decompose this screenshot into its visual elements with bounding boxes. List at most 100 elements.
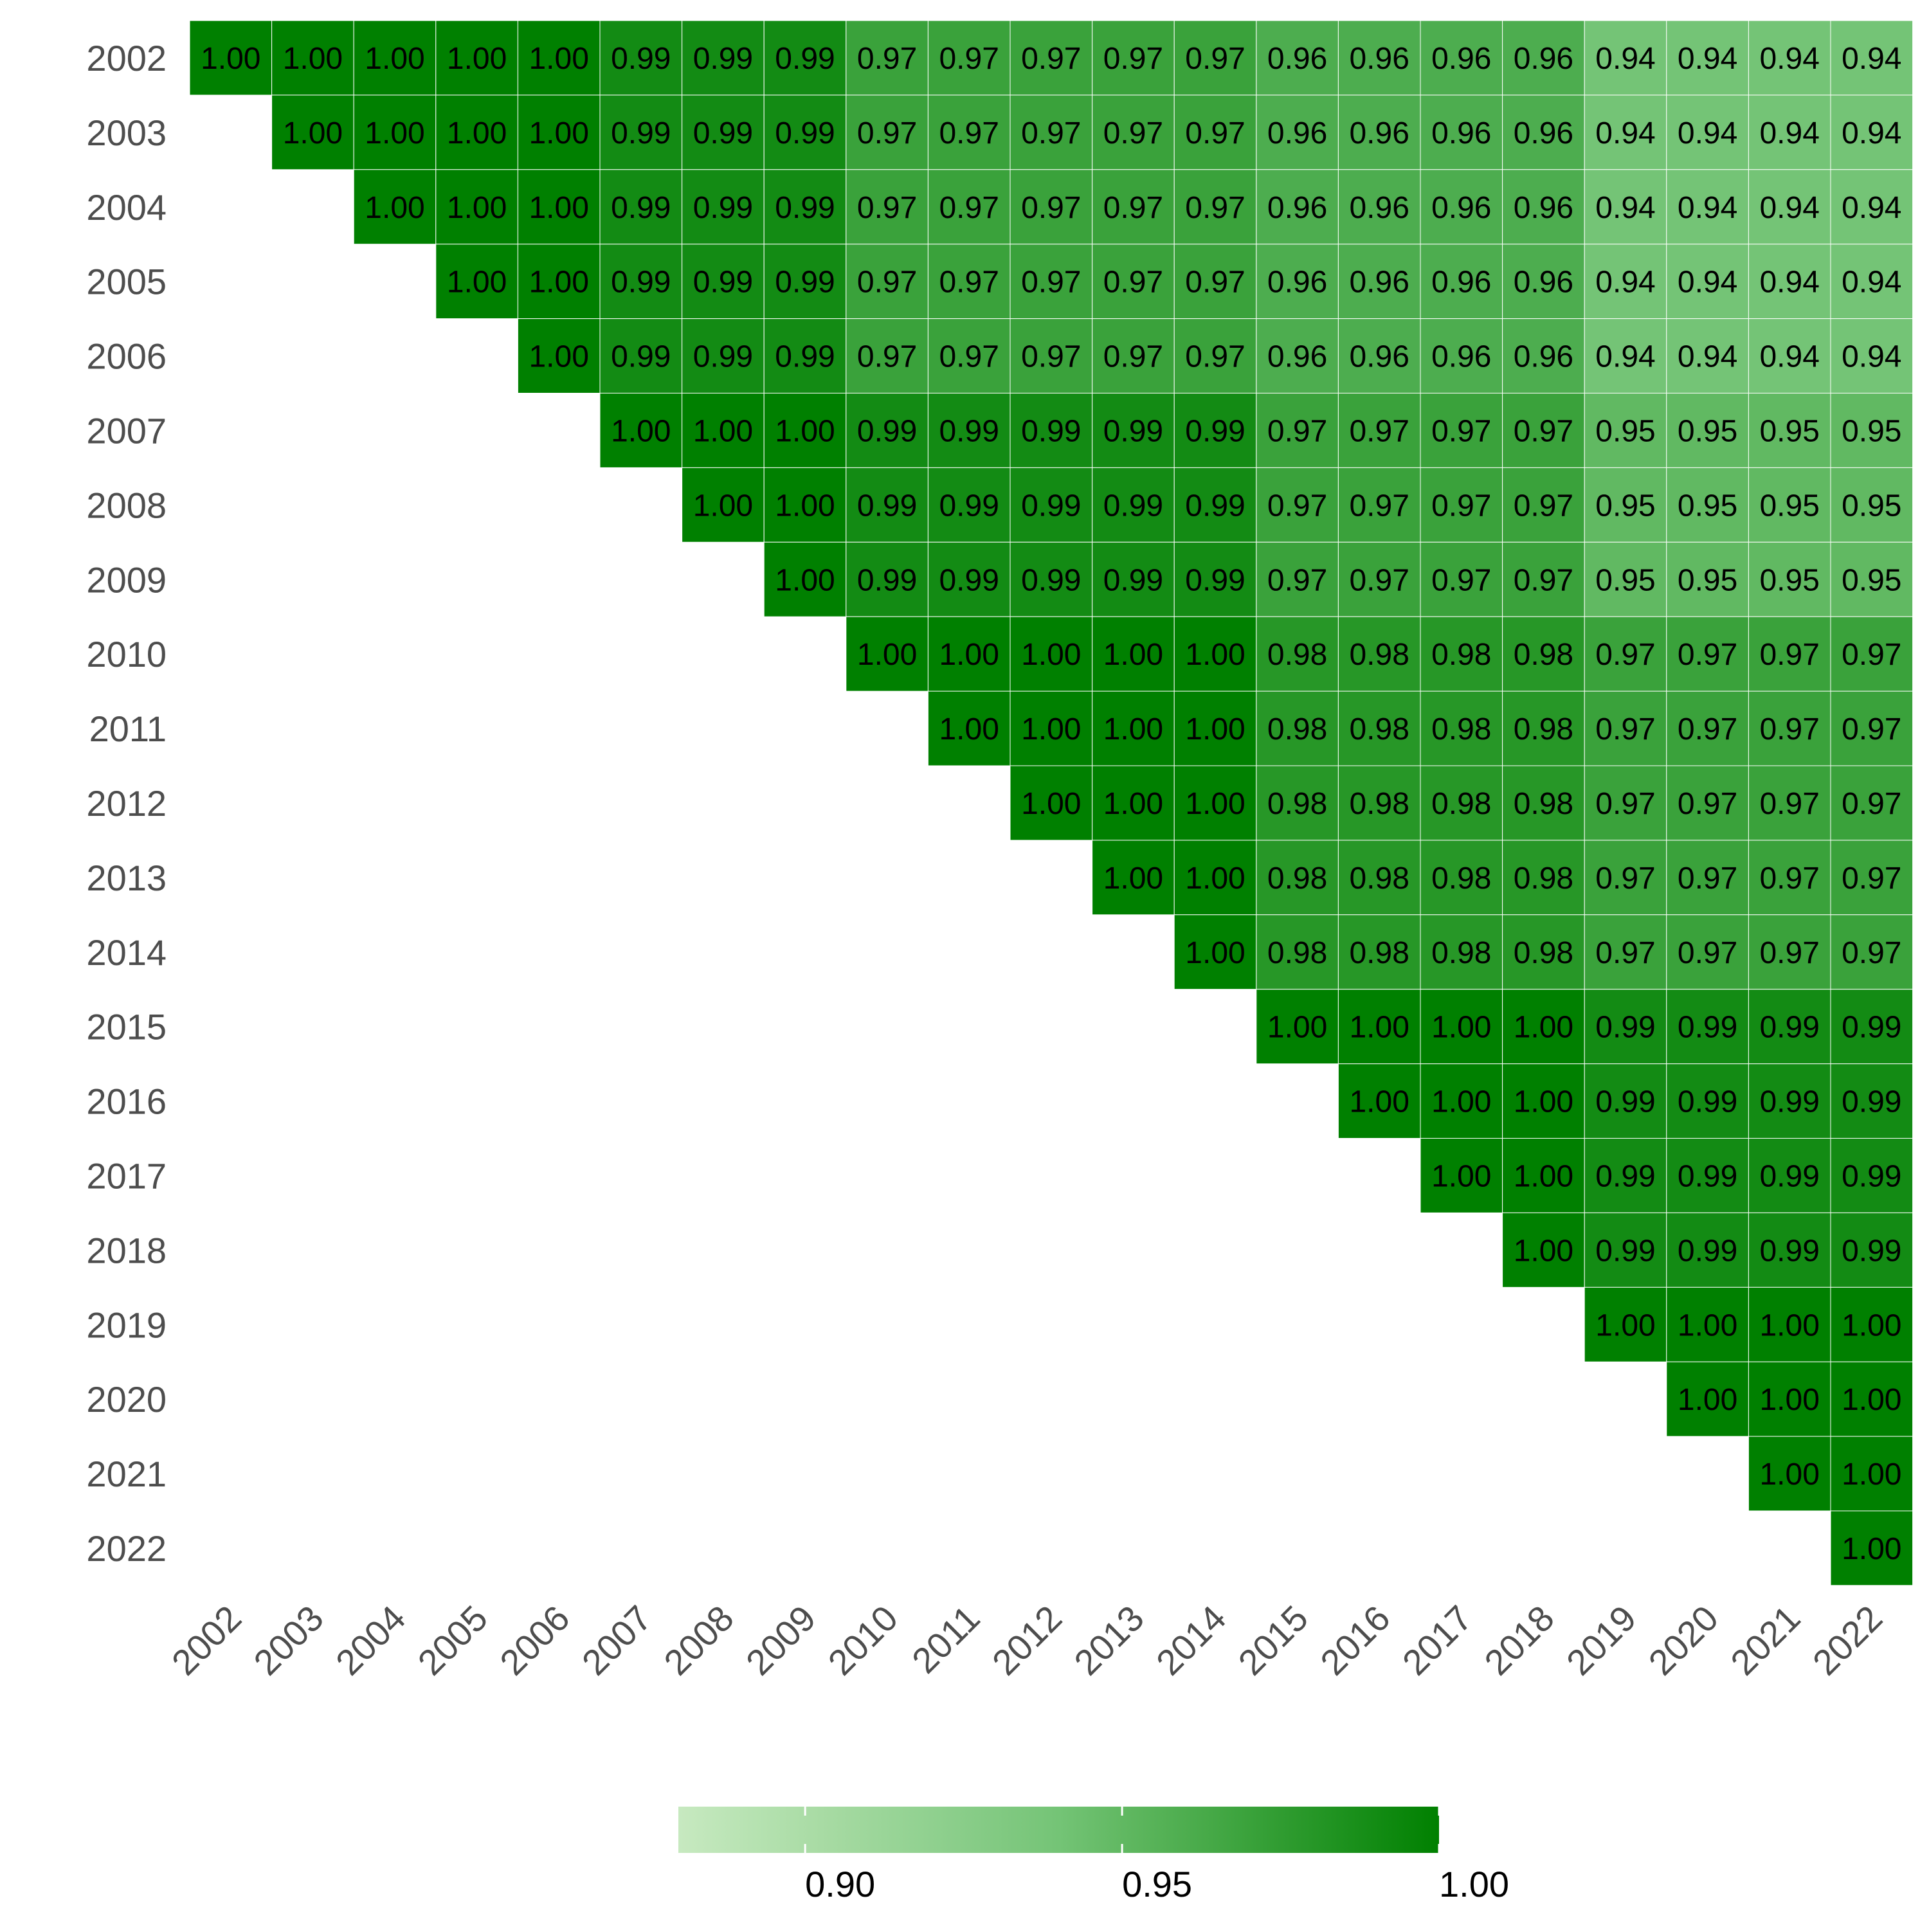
color-legend: 0.90 0.95 1.00: [678, 1807, 1509, 1904]
cell-value-label: 0.97: [1267, 563, 1327, 597]
cell-value-label: 0.99: [1678, 1234, 1737, 1268]
cell-value-label: 1.00: [1431, 1159, 1491, 1193]
heatmap-cell: [1092, 616, 1175, 692]
cell-value-label: 1.00: [1103, 638, 1163, 672]
heatmap-cell: [1748, 914, 1831, 990]
heatmap-cell: [1092, 244, 1175, 320]
heatmap-cell: [1420, 1063, 1503, 1139]
heatmap-cell: [1092, 765, 1175, 841]
cell-value-label: 0.97: [939, 340, 999, 374]
cell-value-label: 1.00: [1514, 1085, 1573, 1119]
cell-value-label: 1.00: [1678, 1383, 1737, 1417]
cell-value-label: 0.97: [1431, 414, 1491, 448]
cell-value-label: 1.00: [1842, 1532, 1901, 1566]
cell-value-label: 0.96: [1267, 340, 1327, 374]
cell-value-label: 1.00: [1759, 1383, 1819, 1417]
cell-value-label: 0.94: [1678, 42, 1737, 76]
column-label: 2018: [1476, 1598, 1562, 1683]
cell-value-label: 1.00: [1185, 936, 1245, 970]
heatmap-cell: [1420, 393, 1503, 468]
heatmap-cell: [1748, 393, 1831, 468]
heatmap-cell: [271, 95, 354, 170]
heatmap-cell: [1748, 616, 1831, 692]
heatmap-cell: [1748, 1212, 1831, 1288]
heatmap-cell: [1748, 765, 1831, 841]
heatmap-cell: [1502, 318, 1585, 394]
heatmap-cell: [1830, 467, 1914, 543]
heatmap-cell: [1666, 20, 1749, 96]
cell-value-label: 1.00: [1349, 1085, 1409, 1119]
heatmap-cell: [1666, 244, 1749, 320]
cell-value-label: 1.00: [365, 116, 424, 150]
heatmap-cell: [1337, 244, 1421, 320]
cell-value-label: 0.97: [1021, 42, 1081, 76]
heatmap-cell: [1337, 691, 1421, 766]
cell-value-label: 0.99: [1185, 414, 1245, 448]
cell-value-label: 0.99: [775, 340, 835, 374]
cell-value-label: 0.94: [1759, 116, 1819, 150]
heatmap-cell: [1502, 20, 1585, 96]
row-label: 2003: [86, 113, 167, 153]
heatmap-cell: [1502, 914, 1585, 990]
heatmap-cell: [1666, 1212, 1749, 1288]
heatmap-cell: [1173, 20, 1257, 96]
cell-value-label: 0.99: [939, 489, 999, 523]
heatmap-cell: [763, 318, 847, 394]
cell-value-label: 0.96: [1349, 116, 1409, 150]
cell-value-label: 1.00: [857, 638, 917, 672]
cell-value-label: 1.00: [693, 489, 753, 523]
cell-value-label: 0.96: [1267, 116, 1327, 150]
heatmap-cell: [1748, 318, 1831, 394]
heatmap-cell: [927, 691, 1011, 766]
heatmap-cell: [1092, 318, 1175, 394]
heatmap-cell: [846, 393, 928, 468]
heatmap-cell: [1830, 1138, 1914, 1213]
cell-value-label: 1.00: [365, 191, 424, 225]
cell-value-label: 0.97: [1267, 414, 1327, 448]
cell-value-label: 0.94: [1678, 340, 1737, 374]
cell-value-label: 0.98: [1267, 787, 1327, 821]
heatmap-cell: [927, 467, 1011, 543]
heatmap-cell: [1092, 169, 1175, 245]
heatmap-cell: [1748, 244, 1831, 320]
heatmap-cell: [1173, 318, 1257, 394]
cell-value-label: 0.98: [1514, 787, 1573, 821]
heatmap-cell: [1092, 840, 1175, 916]
heatmap-cell: [1666, 95, 1749, 170]
heatmap-cell: [1584, 840, 1667, 916]
cell-value-label: 0.97: [1185, 340, 1245, 374]
cell-value-label: 0.97: [1678, 862, 1737, 896]
heatmap-cell: [353, 95, 437, 170]
cell-value-label: 1.00: [939, 638, 999, 672]
heatmap-cell: [1830, 1510, 1914, 1586]
cell-value-label: 0.99: [857, 414, 917, 448]
row-label: 2008: [86, 485, 167, 525]
cell-value-label: 0.94: [1759, 266, 1819, 300]
cell-value-label: 1.00: [283, 116, 343, 150]
heatmap-cell: [1502, 840, 1585, 916]
cell-value-label: 0.99: [693, 42, 753, 76]
heatmap-cell: [1337, 1063, 1421, 1139]
cell-value-label: 0.94: [1759, 340, 1819, 374]
cell-value-label: 0.97: [1595, 712, 1655, 746]
cell-value-label: 0.99: [1021, 563, 1081, 597]
cell-value-label: 0.99: [693, 266, 753, 300]
cell-value-label: 0.97: [1514, 489, 1573, 523]
cell-value-label: 1.00: [1678, 1308, 1737, 1342]
row-label: 2022: [86, 1528, 167, 1569]
cell-value-label: 0.98: [1514, 712, 1573, 746]
heatmap-cell: [1092, 20, 1175, 96]
cell-value-label: 0.99: [775, 191, 835, 225]
heatmap-cell: [1092, 393, 1175, 468]
heatmap-cell: [927, 244, 1011, 320]
cell-value-label: 0.95: [1759, 414, 1819, 448]
heatmap-cell: [1420, 244, 1503, 320]
heatmap-cell: [1173, 914, 1257, 990]
column-label: 2014: [1148, 1598, 1234, 1683]
heatmap-cell: [1584, 1286, 1667, 1362]
cell-value-label: 0.96: [1431, 266, 1491, 300]
row-label: 2018: [86, 1230, 167, 1270]
heatmap-cell: [1173, 393, 1257, 468]
cell-value-label: 0.96: [1349, 340, 1409, 374]
heatmap-cell: [763, 20, 847, 96]
